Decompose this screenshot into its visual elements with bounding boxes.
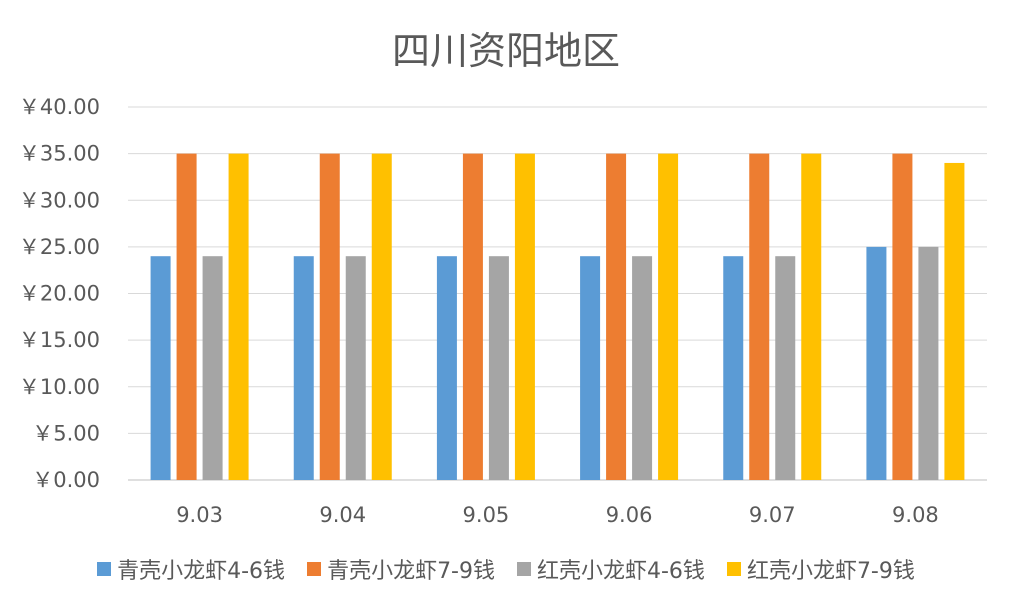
bar [775,256,796,480]
legend-label: 青壳小龙虾4-6钱 [117,559,286,584]
x-tick-label: 9.07 [749,503,796,527]
bar [462,153,483,480]
bar [632,256,653,480]
bar [293,256,314,480]
legend-label: 红壳小龙虾7-9钱 [746,559,915,584]
bar [345,256,366,480]
bar [176,153,197,480]
bar [436,256,457,480]
y-tick-label: ￥25.00 [19,235,100,259]
y-tick-label: ￥20.00 [19,282,100,306]
x-tick-label: 9.04 [319,503,366,527]
y-tick-label: ￥0.00 [32,468,100,492]
bar [488,256,509,480]
bar [150,256,171,480]
legend-label: 青壳小龙虾7-9钱 [327,559,495,584]
bar [866,246,887,480]
y-tick-label: ￥30.00 [19,188,100,212]
bar [319,153,340,480]
bar [723,256,744,480]
y-tick-label: ￥15.00 [19,328,100,352]
legend-swatch [517,562,531,576]
bar [918,246,939,480]
y-tick-label: ￥10.00 [19,375,100,399]
bar [514,153,535,480]
x-tick-label: 9.05 [463,503,510,527]
bar [606,153,627,480]
legend: 青壳小龙虾4-6钱 青壳小龙虾7-9钱 红壳小龙虾4-6钱 红壳小龙虾7-9钱 [0,551,1012,587]
bar [371,153,392,480]
y-tick-label: ￥35.00 [19,142,100,166]
legend-swatch [97,562,112,576]
bar [944,162,965,480]
legend-item: 红壳小龙虾7-9钱 [726,553,915,585]
chart-title: 四川资阳地区 [391,29,620,73]
legend-swatch [726,562,741,576]
y-tick-label: ￥40.00 [19,95,100,119]
legend-item: 红壳小龙虾4-6钱 [517,553,705,585]
bar [580,256,601,480]
bar [801,153,822,480]
legend-item: 青壳小龙虾7-9钱 [307,553,495,585]
y-tick-label: ￥5.00 [32,421,100,445]
bar [892,153,913,480]
x-tick-label: 9.03 [176,503,223,527]
x-tick-label: 9.06 [606,503,653,527]
bar [749,153,770,480]
legend-swatch [307,562,322,576]
bar [658,153,679,480]
bar [202,256,223,480]
bar [228,153,249,480]
legend-item: 青壳小龙虾4-6钱 [97,553,285,585]
legend-label: 红壳小龙虾4-6钱 [537,559,705,584]
x-tick-label: 9.08 [892,503,939,527]
